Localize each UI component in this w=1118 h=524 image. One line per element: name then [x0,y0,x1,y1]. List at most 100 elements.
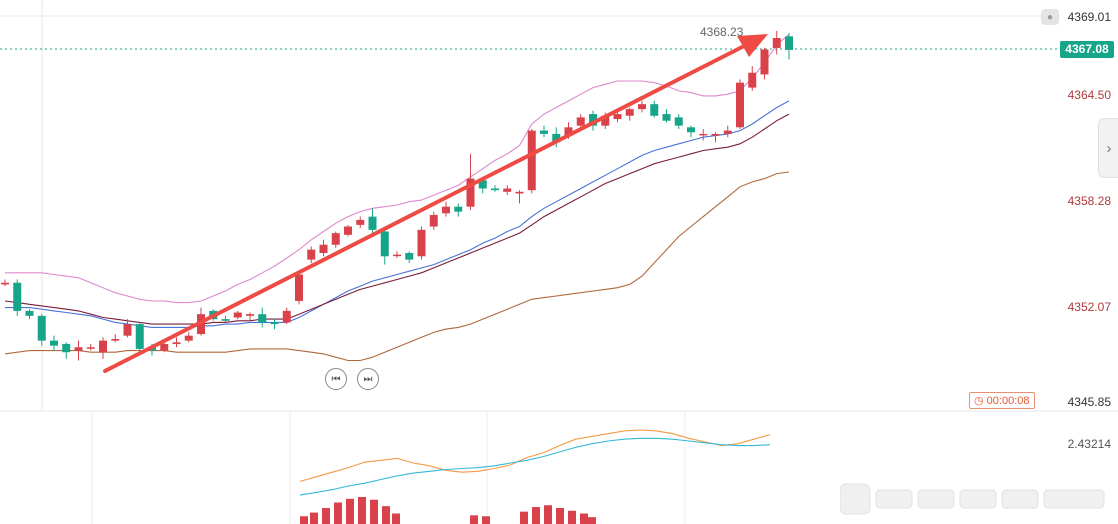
candle-body [368,216,377,230]
candle-body [772,38,781,48]
macd-histogram-bar [544,505,552,524]
candle-body [25,310,34,316]
candle-body [307,249,316,260]
candle-body [564,127,573,136]
skip-back-button[interactable]: ⏮ [325,368,347,390]
candle-body [674,117,683,126]
candle-body [589,114,597,126]
candle-body [503,188,512,192]
candle-body [417,229,426,257]
candle-body [723,130,732,134]
candle-body [99,340,107,353]
macd-histogram-bar [370,499,378,524]
macd-histogram-bar [382,506,390,524]
current-price-tag: 4367.08 [1060,41,1114,58]
clock-icon: ◷ [974,395,984,407]
macd-histogram-bar [334,502,342,524]
candle-body [478,180,487,189]
macd-histogram-bar [532,507,540,524]
skip-back-icon: ⏮ [331,373,341,385]
macd-histogram-bar [300,516,308,524]
candle-body [1,282,9,285]
macd-histogram-bar [568,510,576,524]
macd-histogram-bar [588,517,596,524]
macd-value-label: 2.43214 [1067,437,1111,451]
ma-dark-line [4,113,790,325]
candle-body [442,206,450,214]
candle-body [540,130,548,134]
macd-grid [91,412,686,524]
candle-body [270,322,279,325]
bell-icon[interactable]: ● [1041,9,1059,25]
candle-body [86,347,95,349]
chevron-right-icon: › [1106,139,1112,157]
candle-body [74,347,83,351]
macd-histogram-bar [556,507,564,524]
countdown-text: 00:00:08 [986,395,1030,407]
trend-arrow-shaft [103,40,754,373]
macd-histogram-bar [358,496,366,524]
candle-body [760,49,769,75]
price-axis-label: 4358.28 [1067,194,1111,208]
candle-body [711,133,720,136]
macd-histogram-bar [310,512,318,524]
candle-body [13,282,22,311]
candle-body [50,340,58,346]
candles-group [1,30,793,361]
macd-histogram-bar [322,507,330,524]
candle-body [515,191,524,194]
high-price-label: 4368.23 [700,25,744,39]
trend-arrow [103,34,768,373]
play-next-icon: ⏭ [363,373,373,385]
macd-dea-line [299,437,771,496]
side-panel-toggle[interactable]: › [1098,118,1118,178]
candle-body [576,117,585,126]
candle-body [123,324,132,336]
macd-histogram-bar [346,498,354,524]
price-axis-label: 4345.85 [1067,395,1111,409]
candle-body [699,133,708,136]
ma-pink-line [5,34,790,304]
candle-body [625,109,634,116]
candle-body [650,104,659,116]
candle-body [527,130,536,191]
candle-body [454,206,463,212]
candle-body [552,133,561,143]
candle-body [282,310,291,323]
candle-body [613,114,622,120]
candle-body [785,36,793,50]
candle-body [405,252,414,260]
price-axis-label: 4352.07 [1067,300,1111,314]
watermark-image [840,483,1105,515]
play-next-button[interactable]: ⏭ [357,368,379,390]
candle-body [258,314,267,323]
candle-body [172,342,181,344]
candle-body [344,226,352,235]
candle-body [662,114,671,121]
macd-histogram-bar [482,516,490,524]
candle-body [331,233,340,245]
candle-body [429,214,438,227]
candle-body [184,335,193,341]
candle-body [233,312,242,318]
countdown-timer: ◷ 00:00:08 [969,392,1035,409]
price-axis-label: 4369.01 [1067,10,1111,24]
ma-brown-line [4,171,790,362]
macd-histogram-bar [392,513,400,524]
moving-average-lines [4,34,790,362]
price-axis-label: 4364.50 [1067,88,1111,102]
candle-body [601,115,610,126]
candle-body [62,343,71,353]
candle-body [295,274,303,301]
macd-histogram-bar [470,515,478,524]
candle-body [638,104,646,110]
macd-histogram-bar [580,513,588,524]
candle-body [380,231,389,257]
candle-body [748,72,757,88]
ma-blue-line [5,100,790,328]
candle-body [687,127,695,133]
macd-histogram-bar [520,511,528,524]
candle-body [246,314,254,316]
candle-body [135,324,144,349]
